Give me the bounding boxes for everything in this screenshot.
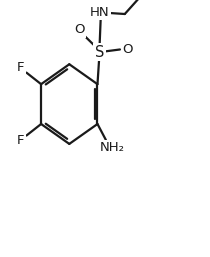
Text: HN: HN: [90, 6, 109, 19]
Text: O: O: [122, 43, 133, 56]
Text: O: O: [74, 23, 85, 36]
Text: F: F: [17, 61, 25, 75]
Text: F: F: [17, 134, 25, 147]
Text: S: S: [95, 44, 104, 60]
Text: NH₂: NH₂: [100, 141, 125, 154]
